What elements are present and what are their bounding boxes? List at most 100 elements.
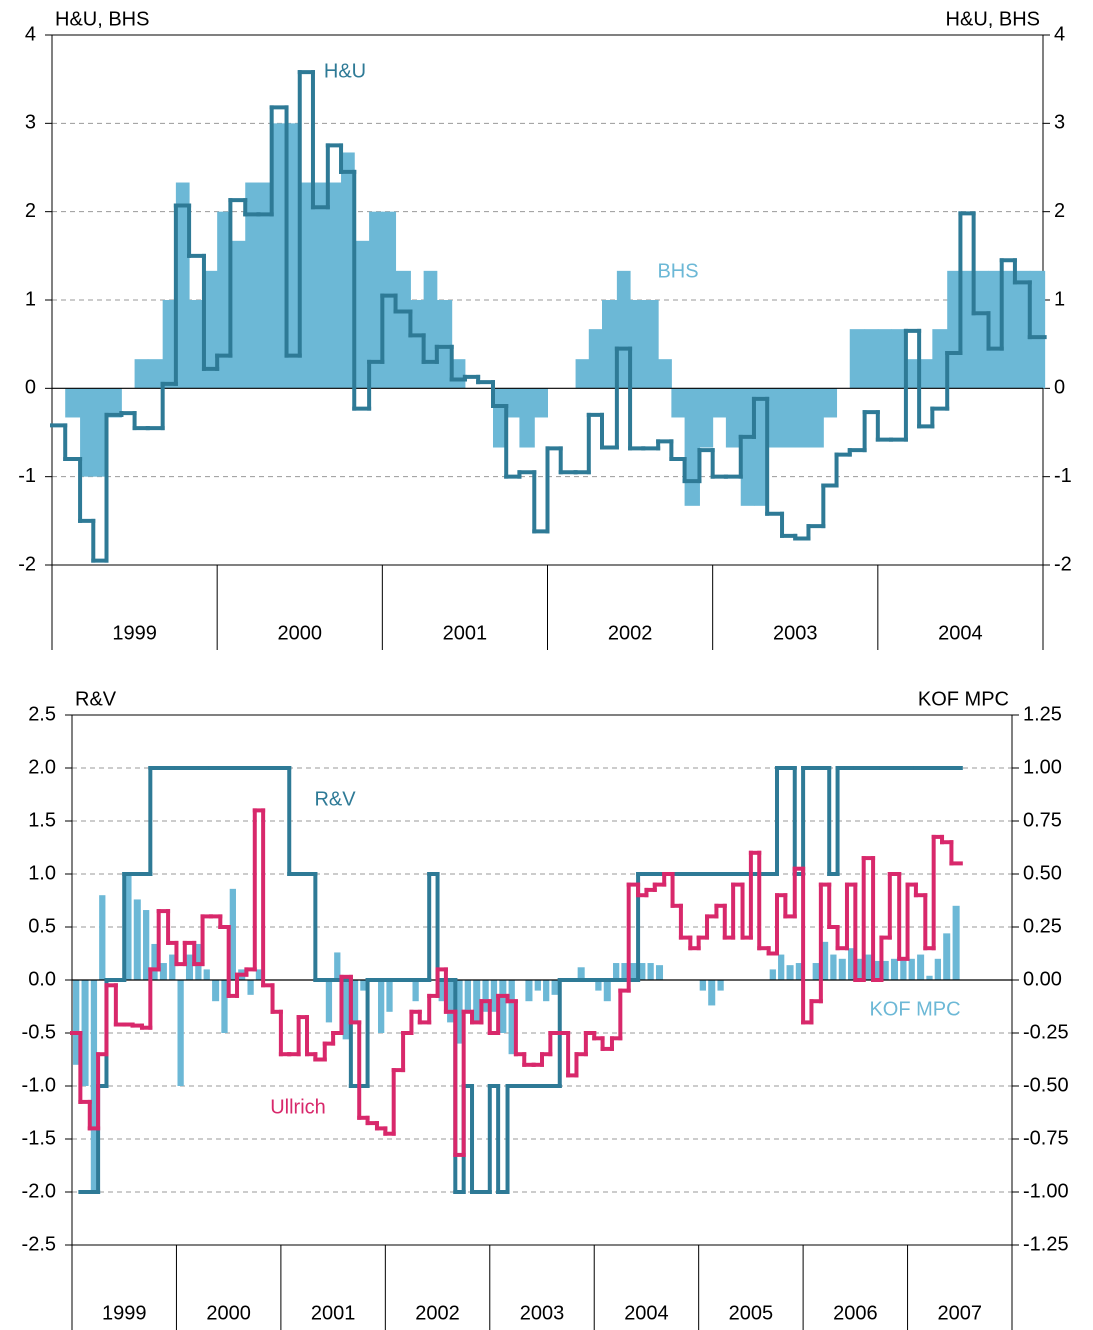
bar: [864, 329, 879, 389]
bar: [508, 980, 515, 1055]
bar: [382, 211, 397, 389]
bar: [795, 388, 809, 448]
bar: [492, 388, 507, 448]
x-tick-label: 2001: [443, 622, 488, 644]
bar: [952, 905, 960, 980]
bar: [919, 359, 933, 389]
y2-tick-label: -0.25: [1023, 1021, 1069, 1043]
bar: [506, 388, 520, 418]
bar: [134, 359, 149, 389]
bar: [519, 388, 535, 448]
bar: [354, 240, 370, 389]
bar: [684, 388, 700, 506]
bar: [386, 980, 393, 1012]
bar: [808, 388, 824, 448]
bar: [708, 980, 716, 1006]
bar: [286, 123, 301, 389]
bar: [271, 123, 288, 389]
y2-tick-label: -1.25: [1023, 1233, 1069, 1255]
bar: [725, 388, 742, 448]
bar: [960, 270, 975, 389]
bar: [81, 980, 89, 1086]
y-tick-label: 0.5: [28, 915, 56, 937]
y-tick-label: 1: [25, 288, 36, 310]
bar: [369, 211, 383, 389]
bar: [212, 980, 220, 1002]
bar: [769, 969, 776, 980]
bar: [699, 980, 706, 991]
bar: [189, 300, 205, 389]
y2-tick-label: 1.25: [1023, 703, 1062, 725]
x-tick-label: 2004: [624, 1302, 669, 1324]
y2-tick-label: 1: [1054, 288, 1065, 310]
bar: [90, 980, 98, 1192]
bar: [447, 980, 455, 1023]
x-tick-label: 2004: [938, 622, 983, 644]
bar: [162, 300, 177, 389]
bar: [159, 963, 167, 980]
bar: [577, 967, 585, 980]
y-tick-label: 1.5: [28, 809, 56, 831]
bar: [143, 910, 150, 980]
y2-tick-label: 0.00: [1023, 968, 1062, 990]
bar: [1029, 270, 1046, 389]
bar: [588, 329, 603, 389]
bar: [499, 980, 507, 1033]
y2-axis-title: KOF MPC: [918, 688, 1009, 710]
bar: [169, 954, 176, 980]
bar: [438, 980, 445, 1002]
bar: [613, 963, 620, 980]
bar: [621, 963, 628, 980]
x-tick-label: 2005: [729, 1302, 774, 1324]
y-tick-label: -1: [18, 465, 36, 487]
bar: [247, 980, 254, 995]
x-tick-label: 2003: [773, 622, 818, 644]
y-tick-label: 0.0: [28, 968, 56, 990]
bar: [1001, 270, 1016, 389]
bar: [327, 182, 342, 389]
bar: [874, 960, 881, 980]
x-tick-label: 2001: [311, 1302, 356, 1324]
bar: [106, 388, 122, 418]
bar: [821, 941, 829, 980]
bar: [603, 980, 611, 1002]
series-label: BHS: [657, 260, 698, 282]
bar: [882, 960, 889, 980]
bar: [782, 388, 796, 448]
bar: [890, 958, 899, 980]
bar: [838, 958, 846, 980]
x-tick-label: 2002: [415, 1302, 460, 1324]
x-tick-label: 2006: [833, 1302, 878, 1324]
y-tick-label: 2: [25, 200, 36, 222]
bar: [147, 359, 164, 389]
bar: [334, 952, 341, 980]
y-tick-label: 4: [25, 23, 36, 45]
bar: [786, 965, 794, 980]
y-tick-label: -1.0: [22, 1074, 56, 1096]
bar: [905, 359, 920, 389]
y2-tick-label: 1.00: [1023, 756, 1062, 778]
y-tick-label: 2.5: [28, 703, 56, 725]
bar: [856, 958, 863, 980]
bar: [456, 980, 463, 1044]
x-tick-label: 2000: [278, 622, 323, 644]
bar: [647, 963, 654, 980]
bar: [490, 980, 498, 1012]
bar: [849, 329, 866, 389]
bar: [175, 182, 190, 389]
bar: [616, 270, 631, 389]
bar: [630, 300, 644, 389]
bar: [830, 954, 837, 980]
y2-tick-label: 0.75: [1023, 809, 1062, 831]
bar: [551, 980, 559, 995]
bar: [65, 388, 81, 418]
y-tick-label: -0.5: [22, 1021, 56, 1043]
series-label: R&V: [314, 788, 356, 810]
y-axis-title: H&U, BHS: [55, 8, 149, 30]
bar: [99, 895, 106, 980]
y-tick-label: -2: [18, 553, 36, 575]
bar: [932, 329, 948, 389]
bar: [325, 980, 333, 1023]
bar: [534, 388, 548, 418]
